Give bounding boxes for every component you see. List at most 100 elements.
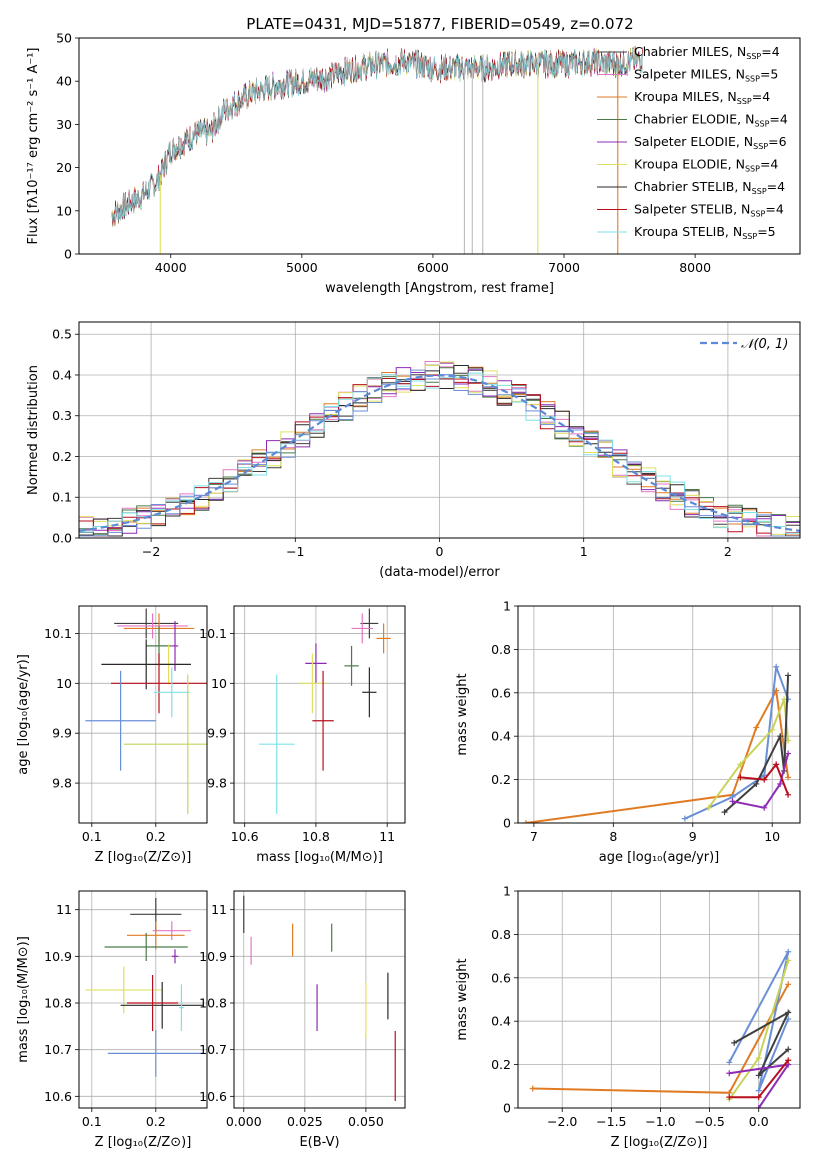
plot-area bbox=[85, 608, 207, 815]
y-tick-label: 10.1 bbox=[44, 626, 72, 641]
plot-area bbox=[85, 898, 204, 1077]
x-axis-label: wavelength [Angstrom, rest frame] bbox=[325, 281, 554, 296]
legend-entry: Chabrier MILES, NSSP=4 bbox=[634, 44, 780, 61]
y-tick-label: 10.7 bbox=[199, 1042, 227, 1057]
mass-weight-marker bbox=[737, 774, 744, 781]
massweight-vs-Z-axes bbox=[514, 890, 800, 1112]
x-tick-label: 5000 bbox=[286, 260, 318, 275]
axes-frame bbox=[233, 605, 406, 824]
x-tick-label: 0 bbox=[436, 544, 444, 559]
spectrum-axes bbox=[75, 37, 696, 258]
y-tick-label: 0.6 bbox=[491, 970, 511, 985]
y-axis-label: mass [log₁₀(M/M⊙)] bbox=[16, 936, 31, 1063]
x-axis-label: E(B-V) bbox=[299, 1135, 339, 1150]
x-tick-label: 10.8 bbox=[302, 829, 330, 844]
x-axis-label: (data-model)/error bbox=[379, 565, 500, 580]
mass-weight-marker bbox=[785, 957, 792, 964]
y-tick-label: 9.9 bbox=[52, 726, 72, 741]
mass-weight-marker bbox=[785, 948, 792, 955]
mass-weight-marker bbox=[769, 726, 776, 733]
mass-weight-marker bbox=[529, 1085, 536, 1092]
y-axis-label: age [log₁₀(age/yr)] bbox=[16, 654, 31, 775]
y-tick-label: 10.7 bbox=[44, 1042, 72, 1057]
x-tick-label: 7000 bbox=[548, 260, 580, 275]
x-tick-label: 0.1 bbox=[82, 829, 102, 844]
y-axis-label: mass weight bbox=[455, 958, 470, 1040]
x-tick-label: 0.050 bbox=[348, 1114, 384, 1129]
y-tick-label: 0.4 bbox=[491, 729, 511, 744]
x-tick-label: 0.1 bbox=[82, 1114, 102, 1129]
y-axis-label: Normed distribution bbox=[26, 365, 41, 495]
mass-weight-marker bbox=[726, 1094, 733, 1101]
mass-weight-marker bbox=[737, 761, 744, 768]
legend-entry: Chabrier STELIB, NSSP=4 bbox=[634, 179, 785, 196]
mass-weight-marker bbox=[755, 1087, 762, 1094]
y-tick-label: 0.4 bbox=[52, 367, 72, 382]
y-tick-label: 10.9 bbox=[44, 949, 72, 964]
mass-weight-marker bbox=[761, 804, 768, 811]
mass-weight-marker bbox=[753, 724, 760, 731]
x-tick-label: 0.0 bbox=[749, 1114, 769, 1129]
axes-frame bbox=[517, 890, 801, 1109]
y-tick-label: 40 bbox=[56, 74, 72, 89]
mass-weight-marker bbox=[522, 820, 529, 823]
mass-weight-marker bbox=[785, 774, 792, 781]
mass-weight-series bbox=[733, 1010, 791, 1077]
x-tick-label: 7 bbox=[530, 829, 538, 844]
y-tick-label: 0 bbox=[503, 1101, 511, 1116]
y-tick-label: 1 bbox=[503, 884, 511, 899]
mass-weight-marker bbox=[785, 1057, 792, 1064]
y-tick-label: 0.0 bbox=[52, 531, 72, 546]
x-tick-label: 8 bbox=[609, 829, 617, 844]
y-tick-label: 0.6 bbox=[491, 685, 511, 700]
plot-area bbox=[243, 895, 396, 1101]
x-tick-label: 0.2 bbox=[146, 1114, 166, 1129]
y-tick-label: 20 bbox=[56, 160, 72, 175]
mass-weight-marker bbox=[785, 981, 792, 988]
y-tick-label: 9.8 bbox=[52, 776, 72, 791]
axes-frame bbox=[78, 37, 801, 255]
y-tick-label: 0.5 bbox=[52, 327, 72, 342]
mass-weight-marker bbox=[785, 1009, 792, 1016]
mass-weight-marker bbox=[726, 1070, 733, 1077]
mass-weight-marker bbox=[777, 780, 784, 787]
mass-weight-marker bbox=[755, 1055, 762, 1062]
legend-entry: Salpeter ELODIE, NSSP=6 bbox=[634, 134, 787, 151]
mass-weight-marker bbox=[755, 1105, 762, 1108]
x-tick-label: 4000 bbox=[155, 260, 187, 275]
y-tick-label: 9.8 bbox=[207, 776, 227, 791]
age-vs-mass-axes bbox=[230, 606, 405, 827]
y-tick-label: 0.2 bbox=[491, 1057, 511, 1072]
y-tick-label: 1 bbox=[503, 599, 511, 614]
x-tick-label: −0.5 bbox=[694, 1114, 724, 1129]
gaussian-curve bbox=[79, 374, 800, 532]
y-tick-label: 11 bbox=[211, 902, 227, 917]
mass-weight-series bbox=[732, 753, 790, 809]
legend-entry: Kroupa MILES, NSSP=4 bbox=[634, 89, 770, 106]
legend-entry: Kroupa STELIB, NSSP=5 bbox=[634, 224, 776, 241]
y-tick-label: 10.8 bbox=[44, 996, 72, 1011]
x-tick-label: −2 bbox=[142, 544, 160, 559]
mass-weight-marker bbox=[773, 761, 780, 768]
mass-weight-marker bbox=[761, 776, 768, 783]
y-tick-label: 0 bbox=[503, 816, 511, 831]
y-tick-label: 9.9 bbox=[207, 726, 227, 741]
mass-weight-marker bbox=[777, 733, 784, 740]
x-tick-label: −1.5 bbox=[596, 1114, 626, 1129]
x-tick-label: 9 bbox=[689, 829, 697, 844]
x-tick-label: 0.000 bbox=[226, 1114, 262, 1129]
x-tick-label: 10.6 bbox=[231, 829, 259, 844]
histogram-series bbox=[79, 369, 800, 537]
x-axis-label: age [log₁₀(age/yr)] bbox=[599, 850, 720, 865]
x-axis-label: Z [log₁₀(Z/Z⊙)] bbox=[611, 1135, 708, 1150]
axes-frame bbox=[517, 605, 801, 824]
y-tick-label: 10 bbox=[211, 676, 227, 691]
mass-weight-marker bbox=[785, 750, 792, 757]
y-tick-label: 0.8 bbox=[491, 927, 511, 942]
y-tick-label: 0.2 bbox=[491, 772, 511, 787]
y-tick-label: 30 bbox=[56, 117, 72, 132]
spectrum-series-line bbox=[111, 48, 643, 222]
y-tick-label: 0.8 bbox=[491, 642, 511, 657]
histogram-series bbox=[79, 362, 800, 534]
